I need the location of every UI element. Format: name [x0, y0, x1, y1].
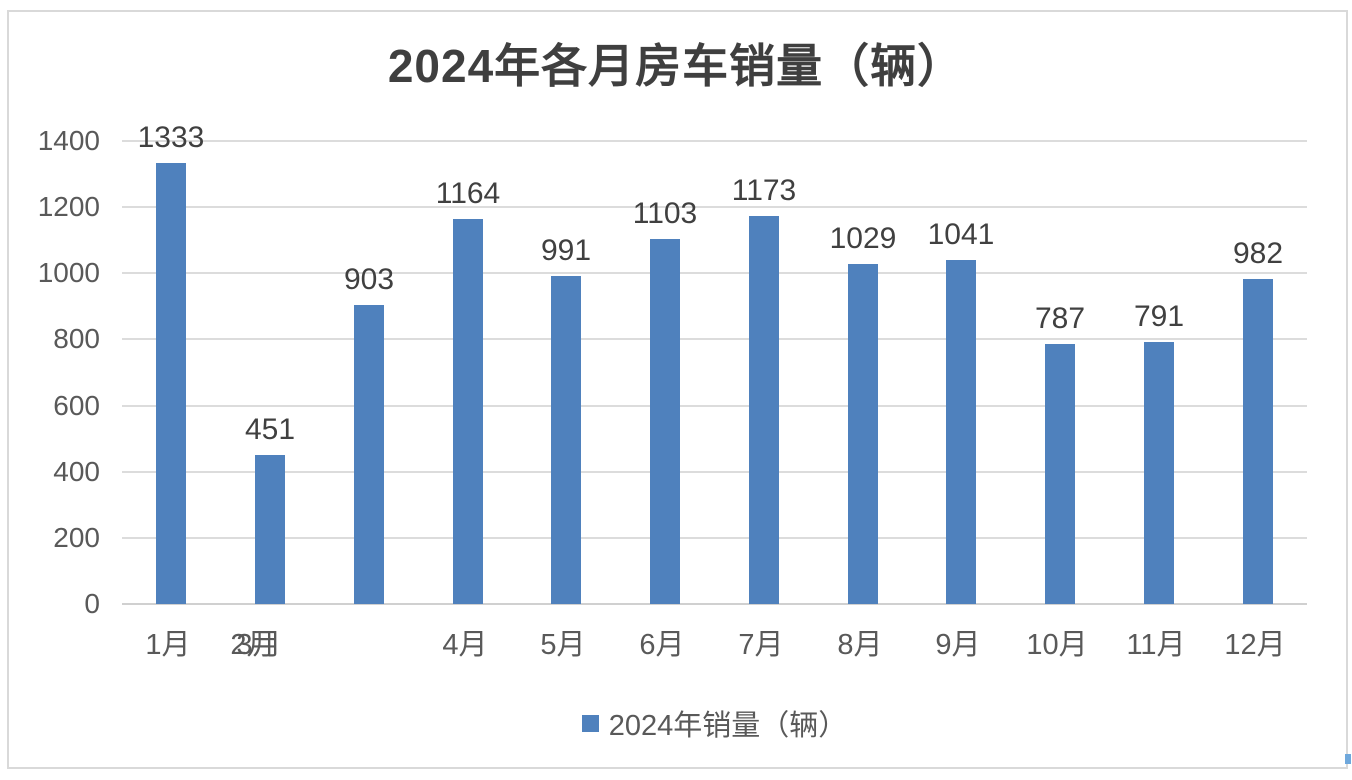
- y-tick-label-1000: 1000: [37, 257, 100, 289]
- data-label-7月: 1173: [731, 174, 797, 207]
- gridline-1000: [122, 272, 1307, 275]
- x-tick-label-5月: 5月: [540, 629, 586, 661]
- bar-3月: [354, 305, 384, 604]
- x-tick-label-12月: 12月: [1224, 629, 1286, 661]
- y-tick-label-200: 200: [53, 521, 100, 553]
- data-label-5月: 991: [540, 234, 592, 267]
- bar-8月: [848, 264, 878, 604]
- gridline-800: [122, 338, 1307, 341]
- bar-11月: [1144, 342, 1174, 604]
- bar-5月: [551, 276, 581, 604]
- data-label-6月: 1103: [632, 197, 698, 230]
- chart-title: 2024年各月房车销量（辆）: [387, 40, 965, 92]
- y-tick-label-800: 800: [53, 323, 100, 355]
- data-label-10月: 787: [1034, 302, 1086, 335]
- legend-series-label: 2024年销量（辆）: [608, 710, 848, 742]
- x-tick-label-11月: 11月: [1126, 629, 1186, 661]
- y-tick-label-1400: 1400: [37, 125, 100, 156]
- stray-blue-mark: [1345, 754, 1351, 764]
- data-label-2月: 451: [244, 413, 296, 446]
- data-label-9月: 1041: [927, 218, 995, 251]
- x-tick-label-10月: 10月: [1026, 629, 1088, 661]
- x-tick-label-3月: 3月: [236, 629, 282, 661]
- legend-swatch-icon: [581, 714, 599, 732]
- data-label-8月: 1029: [829, 222, 897, 255]
- data-label-3月: 903: [343, 263, 395, 296]
- y-tick-label-1200: 1200: [37, 191, 100, 223]
- bar-12月: [1243, 279, 1273, 604]
- bar-1月: [156, 163, 186, 604]
- bar-2月: [255, 455, 285, 604]
- data-label-1月: 1333: [137, 121, 205, 154]
- data-label-12月: 982: [1232, 237, 1284, 270]
- gridline-1200: [122, 206, 1307, 209]
- data-label-4月: 1164: [435, 177, 501, 210]
- y-tick-label-400: 400: [53, 455, 100, 487]
- y-tick-label-0: 0: [84, 588, 100, 619]
- data-label-11月: 791: [1133, 300, 1185, 333]
- bar-7月: [749, 216, 779, 604]
- gridline-200: [122, 536, 1307, 539]
- x-tick-label-9月: 9月: [935, 629, 981, 661]
- bar-10月: [1045, 344, 1075, 604]
- gridline-600: [122, 404, 1307, 407]
- legend: 2024年销量（辆）: [122, 702, 1307, 744]
- bar-9月: [946, 260, 976, 604]
- x-tick-label-8月: 8月: [837, 629, 883, 661]
- x-tick-label-6月: 6月: [639, 629, 685, 661]
- gridline-1400: [122, 140, 1307, 142]
- x-tick-label-7月: 7月: [738, 629, 784, 661]
- bar-6月: [650, 239, 680, 604]
- x-axis-line: [122, 603, 1307, 605]
- x-tick-label-4月: 4月: [442, 629, 488, 661]
- bar-4月: [453, 219, 483, 604]
- gridline-400: [122, 470, 1307, 473]
- y-tick-label-600: 600: [53, 389, 100, 421]
- x-tick-label-2月: 2月: [230, 629, 276, 661]
- x-tick-label-1月: 1月: [145, 629, 191, 661]
